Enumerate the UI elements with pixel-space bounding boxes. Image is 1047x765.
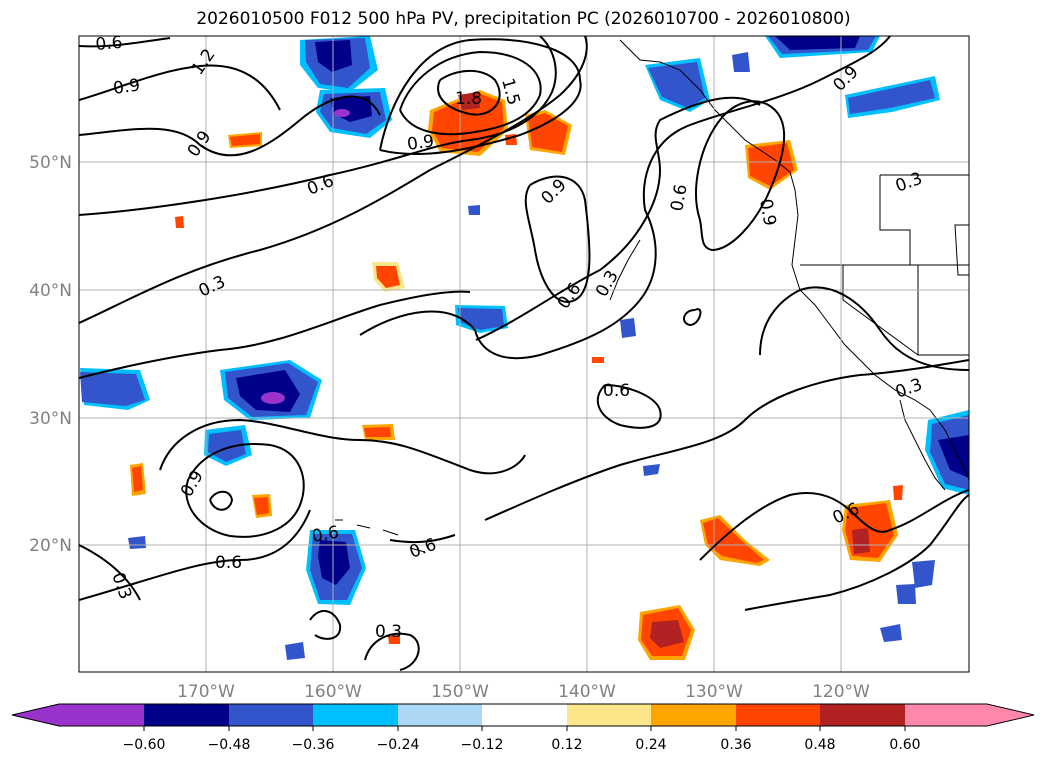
colorbar-segment (313, 704, 398, 726)
lat-label-50n: 50°N (29, 153, 72, 173)
contour-label: 0.3 (375, 622, 402, 642)
lat-label-40n: 40°N (29, 281, 72, 301)
contour-label: 0.6 (215, 553, 242, 573)
colorbar-tick-label: 0.36 (720, 737, 751, 753)
colorbar-segment (905, 704, 1034, 726)
contour-label: 0.9 (755, 197, 779, 227)
colorbar-segment (651, 704, 736, 726)
colorbar-segment (398, 704, 482, 726)
contour-label: 0.6 (95, 33, 124, 55)
colorbar-tick-label: −0.48 (208, 737, 251, 753)
colorbar-segment (736, 704, 820, 726)
colorbar-tick-label: −0.12 (461, 737, 504, 753)
lon-label-130w: 130°W (685, 682, 743, 702)
map-area: 0.6 0.9 1.2 1.5 1.8 0.9 0.9 0.6 0.6 0.9 … (79, 33, 969, 672)
contour-label: 1.8 (455, 89, 482, 109)
contour-label: 0.9 (112, 75, 142, 99)
colorbar-tick-label: −0.36 (292, 737, 335, 753)
colorbar-segment (567, 704, 651, 726)
lon-label-170w: 170°W (177, 682, 235, 702)
colorbar-tick-label: 0.24 (635, 737, 666, 753)
colorbar-tick-label: −0.60 (123, 737, 166, 753)
lat-label-20n: 20°N (29, 536, 72, 556)
colorbar-segment (144, 704, 229, 726)
contour-label: 0.6 (667, 183, 691, 213)
contour-label: 0.9 (406, 131, 436, 155)
latitude-labels: 50°N 40°N 30°N 20°N (29, 153, 72, 556)
map-title: 2026010500 F012 500 hPa PV, precipitatio… (196, 9, 851, 29)
lat-label-30n: 30°N (29, 409, 72, 429)
lon-label-120w: 120°W (812, 682, 870, 702)
colorbar-tick-label: 0.48 (804, 737, 835, 753)
colorbar-tick-label: 0.60 (889, 737, 920, 753)
colorbar: −0.60 −0.48 −0.36 −0.24 −0.12 0.12 0.24 … (11, 703, 1035, 753)
colorbar-segment (229, 704, 313, 726)
map-frame (78, 35, 970, 673)
coastlines (335, 39, 969, 553)
colorbar-tick-label: 0.12 (551, 737, 582, 753)
contour-label: 0.6 (603, 381, 630, 401)
colorbar-segment (820, 704, 905, 726)
lon-label-140w: 140°W (558, 682, 616, 702)
colorbar-segment (482, 704, 567, 726)
colorbar-segment (12, 704, 144, 726)
pv-contours (79, 36, 969, 671)
lon-label-160w: 160°W (304, 682, 362, 702)
longitude-labels: 170°W 160°W 150°W 140°W 130°W 120°W (177, 682, 870, 702)
colorbar-tick-label: −0.24 (377, 737, 420, 753)
lon-label-150w: 150°W (431, 682, 489, 702)
contour-label: 0.6 (310, 523, 340, 547)
negative-precip-anomaly-areas (80, 36, 969, 660)
